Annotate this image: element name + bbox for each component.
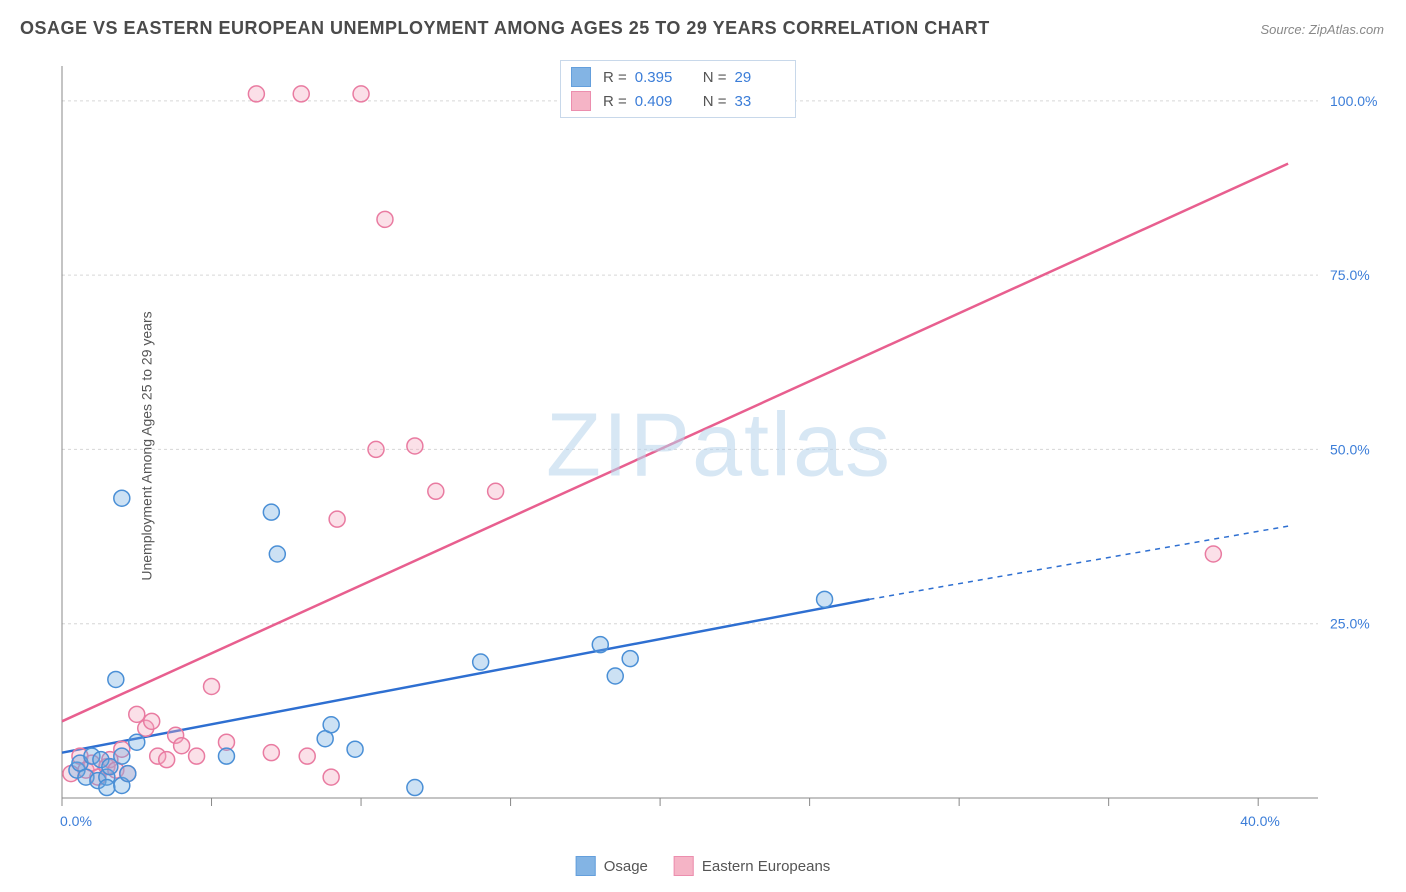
r-label: R = [603, 69, 627, 86]
svg-text:40.0%: 40.0% [1240, 813, 1280, 829]
source-attribution: Source: ZipAtlas.com [1260, 22, 1384, 37]
legend-swatch-icon [674, 856, 694, 876]
chart-plot-area: ZIPatlas 25.0%50.0%75.0%100.0%0.0%40.0% [54, 58, 1384, 834]
series-legend: Osage Eastern Europeans [576, 856, 831, 876]
legend-row-eastern: R = 0.409 N = 33 [571, 89, 785, 113]
series-legend-item-osage: Osage [576, 856, 648, 876]
svg-text:0.0%: 0.0% [60, 813, 92, 829]
n-value-eastern: 33 [735, 93, 785, 110]
r-value-eastern: 0.409 [635, 93, 685, 110]
series-legend-item-eastern: Eastern Europeans [674, 856, 830, 876]
n-label: N = [703, 93, 727, 110]
svg-text:50.0%: 50.0% [1330, 441, 1370, 457]
svg-text:25.0%: 25.0% [1330, 616, 1370, 632]
n-value-osage: 29 [735, 69, 785, 86]
n-label: N = [703, 69, 727, 86]
legend-swatch-icon [576, 856, 596, 876]
r-label: R = [603, 93, 627, 110]
series-label-osage: Osage [604, 858, 648, 875]
scatter-chart-svg: 25.0% 50.0% 75.0% 100.0% 0.0% 40.0% [54, 58, 1384, 834]
chart-title: OSAGE VS EASTERN EUROPEAN UNEMPLOYMENT A… [20, 18, 990, 39]
legend-swatch-osage [571, 67, 591, 87]
r-value-osage: 0.395 [635, 69, 685, 86]
legend-row-osage: R = 0.395 N = 29 [571, 65, 785, 89]
svg-text:100.0%: 100.0% [1330, 93, 1377, 109]
series-label-eastern: Eastern Europeans [702, 858, 830, 875]
correlation-legend: R = 0.395 N = 29 R = 0.409 N = 33 [560, 60, 796, 118]
legend-swatch-eastern [571, 91, 591, 111]
svg-text:75.0%: 75.0% [1330, 267, 1370, 283]
